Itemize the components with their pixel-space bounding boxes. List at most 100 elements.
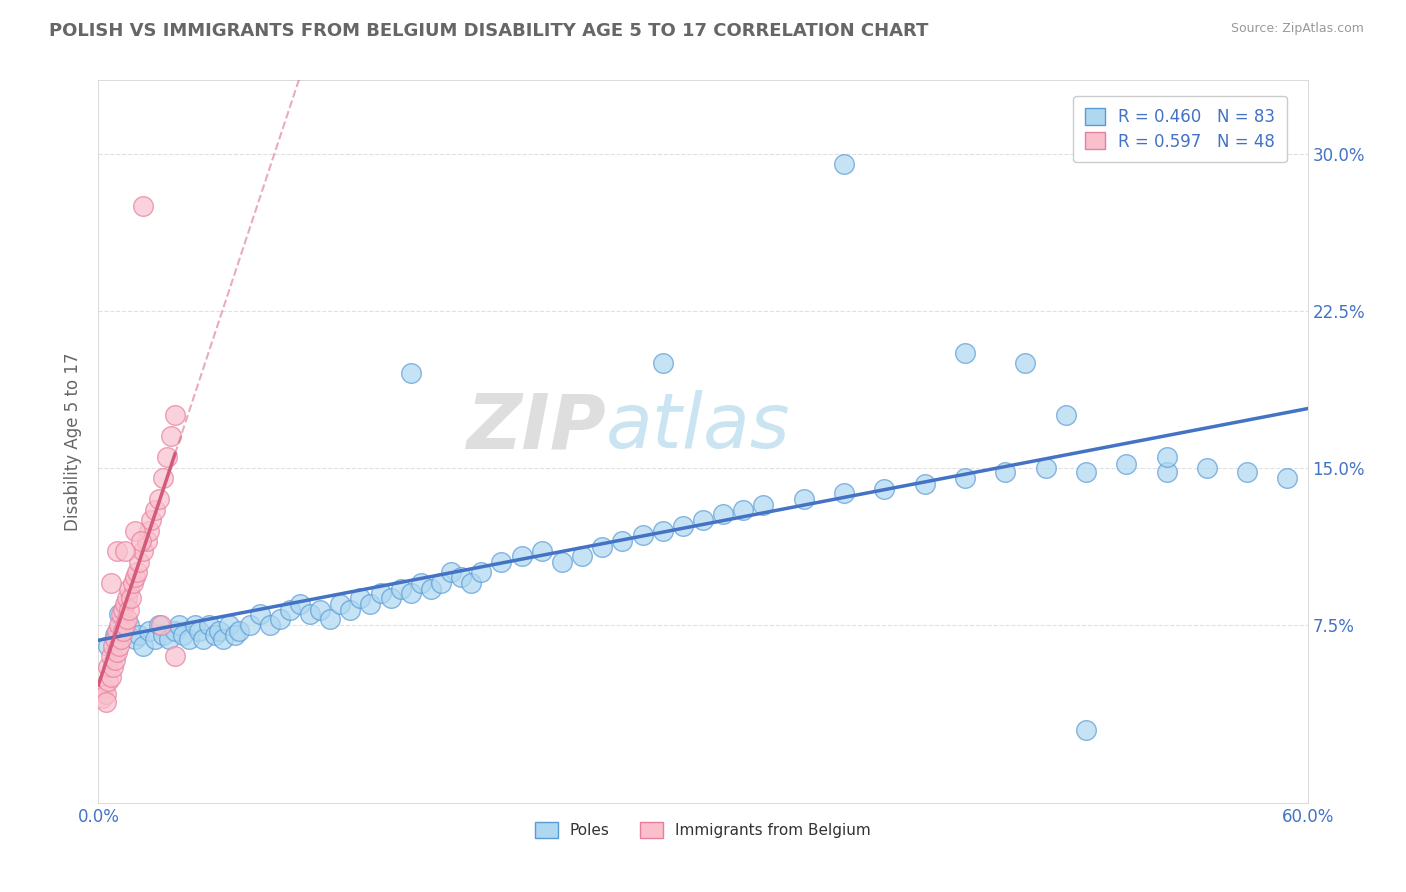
Point xyxy=(152,628,174,642)
Point xyxy=(129,534,152,549)
Point xyxy=(163,649,186,664)
Text: POLISH VS IMMIGRANTS FROM BELGIUM DISABILITY AGE 5 TO 17 CORRELATION CHART: POLISH VS IMMIGRANTS FROM BELGIUM DISABI… xyxy=(49,22,928,40)
Point xyxy=(128,555,150,569)
Point xyxy=(97,639,120,653)
Point xyxy=(1014,356,1036,370)
Point xyxy=(118,582,141,597)
Point xyxy=(430,575,453,590)
Point xyxy=(100,649,122,664)
Point xyxy=(148,617,170,632)
Point xyxy=(143,502,166,516)
Point xyxy=(491,555,513,569)
Point xyxy=(114,617,136,632)
Point xyxy=(269,611,291,625)
Point xyxy=(97,659,120,673)
Point xyxy=(172,628,194,642)
Point xyxy=(118,603,141,617)
Point xyxy=(832,486,855,500)
Point xyxy=(143,632,166,647)
Point xyxy=(138,624,160,638)
Point xyxy=(103,653,125,667)
Point xyxy=(450,569,472,583)
Point xyxy=(107,639,129,653)
Point xyxy=(612,534,634,549)
Point xyxy=(914,477,936,491)
Point xyxy=(752,499,775,513)
Point xyxy=(349,591,371,605)
Point xyxy=(110,632,132,647)
Point xyxy=(470,566,492,580)
Point xyxy=(309,603,332,617)
Point xyxy=(460,575,482,590)
Point xyxy=(179,632,201,647)
Point xyxy=(135,534,157,549)
Point xyxy=(101,639,124,653)
Text: atlas: atlas xyxy=(606,390,790,464)
Point xyxy=(793,492,815,507)
Point xyxy=(128,628,150,642)
Point xyxy=(953,471,976,485)
Point xyxy=(399,367,422,381)
Point xyxy=(111,624,134,638)
Point xyxy=(319,611,342,625)
Point xyxy=(103,632,125,647)
Point xyxy=(139,513,162,527)
Point xyxy=(692,513,714,527)
Point xyxy=(278,603,301,617)
Point xyxy=(239,617,262,632)
Point xyxy=(96,687,118,701)
Point xyxy=(101,659,124,673)
Point xyxy=(91,691,114,706)
Point xyxy=(1115,457,1137,471)
Point xyxy=(111,603,134,617)
Point xyxy=(114,597,136,611)
Point xyxy=(156,450,179,465)
Point xyxy=(1074,723,1097,737)
Point xyxy=(96,695,118,709)
Point xyxy=(832,157,855,171)
Point xyxy=(208,624,231,638)
Point xyxy=(114,544,136,558)
Point xyxy=(132,199,155,213)
Point xyxy=(953,345,976,359)
Point xyxy=(218,617,240,632)
Point xyxy=(299,607,322,622)
Point xyxy=(110,607,132,622)
Point xyxy=(160,429,183,443)
Point xyxy=(184,617,207,632)
Point xyxy=(193,632,215,647)
Point xyxy=(163,409,186,423)
Point xyxy=(551,555,574,569)
Point xyxy=(132,639,155,653)
Point xyxy=(380,591,402,605)
Point xyxy=(100,575,122,590)
Point xyxy=(389,582,412,597)
Point xyxy=(204,628,226,642)
Point xyxy=(121,575,143,590)
Point xyxy=(530,544,553,558)
Point xyxy=(288,597,311,611)
Point xyxy=(339,603,361,617)
Point xyxy=(1236,465,1258,479)
Point xyxy=(115,611,138,625)
Point xyxy=(510,549,533,563)
Point xyxy=(228,624,250,638)
Point xyxy=(118,617,141,632)
Point xyxy=(124,524,146,538)
Point xyxy=(212,632,235,647)
Point xyxy=(149,617,172,632)
Y-axis label: Disability Age 5 to 17: Disability Age 5 to 17 xyxy=(65,352,83,531)
Point xyxy=(994,465,1017,479)
Point xyxy=(107,607,129,622)
Point xyxy=(105,544,128,558)
Point xyxy=(409,575,432,590)
Point xyxy=(399,586,422,600)
Point xyxy=(370,586,392,600)
Point xyxy=(440,566,463,580)
Point xyxy=(188,624,211,638)
Point xyxy=(249,607,271,622)
Point xyxy=(651,356,673,370)
Point xyxy=(138,524,160,538)
Point xyxy=(420,582,443,597)
Point xyxy=(1054,409,1077,423)
